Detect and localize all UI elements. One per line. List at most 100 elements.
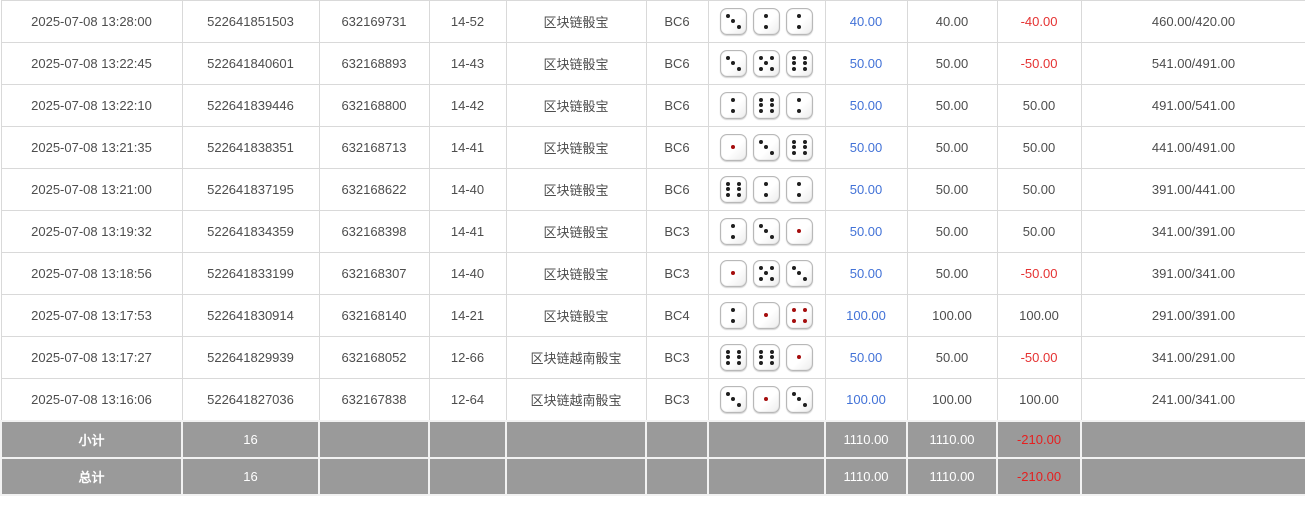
cell-bet-amount-link[interactable]: 50.00 — [824, 252, 908, 295]
cell-game-name: 区块链骰宝 — [505, 252, 647, 295]
cell-win-loss: 50.00 — [996, 210, 1082, 253]
summary-label: 小计 — [0, 420, 183, 459]
cell-bet-amount-link[interactable]: 50.00 — [824, 126, 908, 169]
cell-bet-time: 2025-07-08 13:17:53 — [0, 294, 183, 337]
cell-period: 14-40 — [428, 252, 507, 295]
cell-win-loss: -40.00 — [996, 0, 1082, 43]
cell-round-id: 632167838 — [318, 378, 430, 422]
record-row: 2025-07-08 13:21:00 522641837195 632168622… — [0, 168, 1305, 211]
cell-balance: 441.00/491.00 — [1080, 126, 1305, 169]
die-2-icon — [753, 8, 780, 35]
cell-valid-amount: 40.00 — [906, 0, 998, 43]
die-3-icon — [720, 50, 747, 77]
cell-period: 14-52 — [428, 0, 507, 43]
cell-round-id: 632168893 — [318, 42, 430, 85]
cell-bet-time: 2025-07-08 13:16:06 — [0, 378, 183, 422]
cell-period: 14-42 — [428, 84, 507, 127]
summary-empty — [707, 420, 826, 459]
bet-records-table: 2025-07-08 13:28:00 522641851503 632169731… — [0, 0, 1305, 496]
cell-bet-time: 2025-07-08 13:28:00 — [0, 0, 183, 43]
cell-bet-id: 522641833199 — [181, 252, 320, 295]
cell-bet-id: 522641840601 — [181, 42, 320, 85]
record-row: 2025-07-08 13:18:56 522641833199 632168307… — [0, 252, 1305, 295]
summary-empty — [1080, 457, 1305, 496]
cell-balance: 541.00/491.00 — [1080, 42, 1305, 85]
cell-period: 14-40 — [428, 168, 507, 211]
cell-bet-amount-link[interactable]: 100.00 — [824, 294, 908, 337]
record-row: 2025-07-08 13:28:00 522641851503 632169731… — [0, 0, 1305, 43]
die-1-icon — [786, 344, 813, 371]
cell-dice-result — [707, 126, 826, 169]
cell-period: 14-41 — [428, 126, 507, 169]
records-body: 2025-07-08 13:28:00 522641851503 632169731… — [0, 0, 1305, 422]
die-6-icon — [786, 134, 813, 161]
cell-valid-amount: 50.00 — [906, 252, 998, 295]
cell-game-name: 区块链越南骰宝 — [505, 336, 647, 379]
cell-table-code: BC3 — [645, 210, 709, 253]
cell-period: 12-66 — [428, 336, 507, 379]
summary-empty — [505, 420, 647, 459]
cell-bet-amount-link[interactable]: 50.00 — [824, 336, 908, 379]
summary-valid-total: 1110.00 — [906, 420, 998, 459]
cell-round-id: 632168622 — [318, 168, 430, 211]
cell-bet-amount-link[interactable]: 100.00 — [824, 378, 908, 422]
die-2-icon — [720, 302, 747, 329]
cell-game-name: 区块链骰宝 — [505, 0, 647, 43]
cell-period: 14-21 — [428, 294, 507, 337]
subtotal-row: 小计 16 1110.00 1110.00 -210.00 — [0, 420, 1305, 459]
cell-win-loss: 100.00 — [996, 294, 1082, 337]
die-2-icon — [786, 92, 813, 119]
cell-balance: 391.00/341.00 — [1080, 252, 1305, 295]
cell-round-id: 632168398 — [318, 210, 430, 253]
cell-round-id: 632168713 — [318, 126, 430, 169]
die-3-icon — [786, 260, 813, 287]
cell-win-loss: 50.00 — [996, 126, 1082, 169]
cell-game-name: 区块链越南骰宝 — [505, 378, 647, 422]
summary-empty — [318, 420, 430, 459]
cell-win-loss: 50.00 — [996, 84, 1082, 127]
die-2-icon — [786, 176, 813, 203]
record-row: 2025-07-08 13:19:32 522641834359 632168398… — [0, 210, 1305, 253]
summary-valid-total: 1110.00 — [906, 457, 998, 496]
die-1-icon — [753, 302, 780, 329]
summary-count: 16 — [181, 457, 320, 496]
summary-empty — [505, 457, 647, 496]
cell-bet-amount-link[interactable]: 50.00 — [824, 210, 908, 253]
cell-bet-time: 2025-07-08 13:19:32 — [0, 210, 183, 253]
cell-period: 14-43 — [428, 42, 507, 85]
cell-bet-amount-link[interactable]: 50.00 — [824, 42, 908, 85]
cell-dice-result — [707, 252, 826, 295]
die-3-icon — [753, 218, 780, 245]
cell-bet-time: 2025-07-08 13:22:45 — [0, 42, 183, 85]
cell-dice-result — [707, 378, 826, 422]
cell-bet-amount-link[interactable]: 40.00 — [824, 0, 908, 43]
cell-dice-result — [707, 42, 826, 85]
cell-table-code: BC3 — [645, 378, 709, 422]
cell-dice-result — [707, 336, 826, 379]
cell-period: 14-41 — [428, 210, 507, 253]
die-2-icon — [786, 8, 813, 35]
cell-bet-amount-link[interactable]: 50.00 — [824, 84, 908, 127]
die-1-icon — [753, 386, 780, 413]
die-3-icon — [753, 134, 780, 161]
summary-empty — [1080, 420, 1305, 459]
summary-win-loss-total: -210.00 — [996, 457, 1082, 496]
cell-bet-time: 2025-07-08 13:17:27 — [0, 336, 183, 379]
cell-valid-amount: 50.00 — [906, 168, 998, 211]
summary-bet-total: 1110.00 — [824, 420, 908, 459]
cell-game-name: 区块链骰宝 — [505, 168, 647, 211]
cell-bet-amount-link[interactable]: 50.00 — [824, 168, 908, 211]
cell-game-name: 区块链骰宝 — [505, 294, 647, 337]
die-4-icon — [786, 302, 813, 329]
summary-empty — [428, 420, 507, 459]
cell-balance: 341.00/291.00 — [1080, 336, 1305, 379]
cell-bet-id: 522641827036 — [181, 378, 320, 422]
die-1-icon — [720, 134, 747, 161]
cell-bet-id: 522641829939 — [181, 336, 320, 379]
cell-table-code: BC3 — [645, 252, 709, 295]
cell-period: 12-64 — [428, 378, 507, 422]
summary-empty — [645, 457, 709, 496]
cell-win-loss: 100.00 — [996, 378, 1082, 422]
summary-empty — [318, 457, 430, 496]
cell-game-name: 区块链骰宝 — [505, 84, 647, 127]
